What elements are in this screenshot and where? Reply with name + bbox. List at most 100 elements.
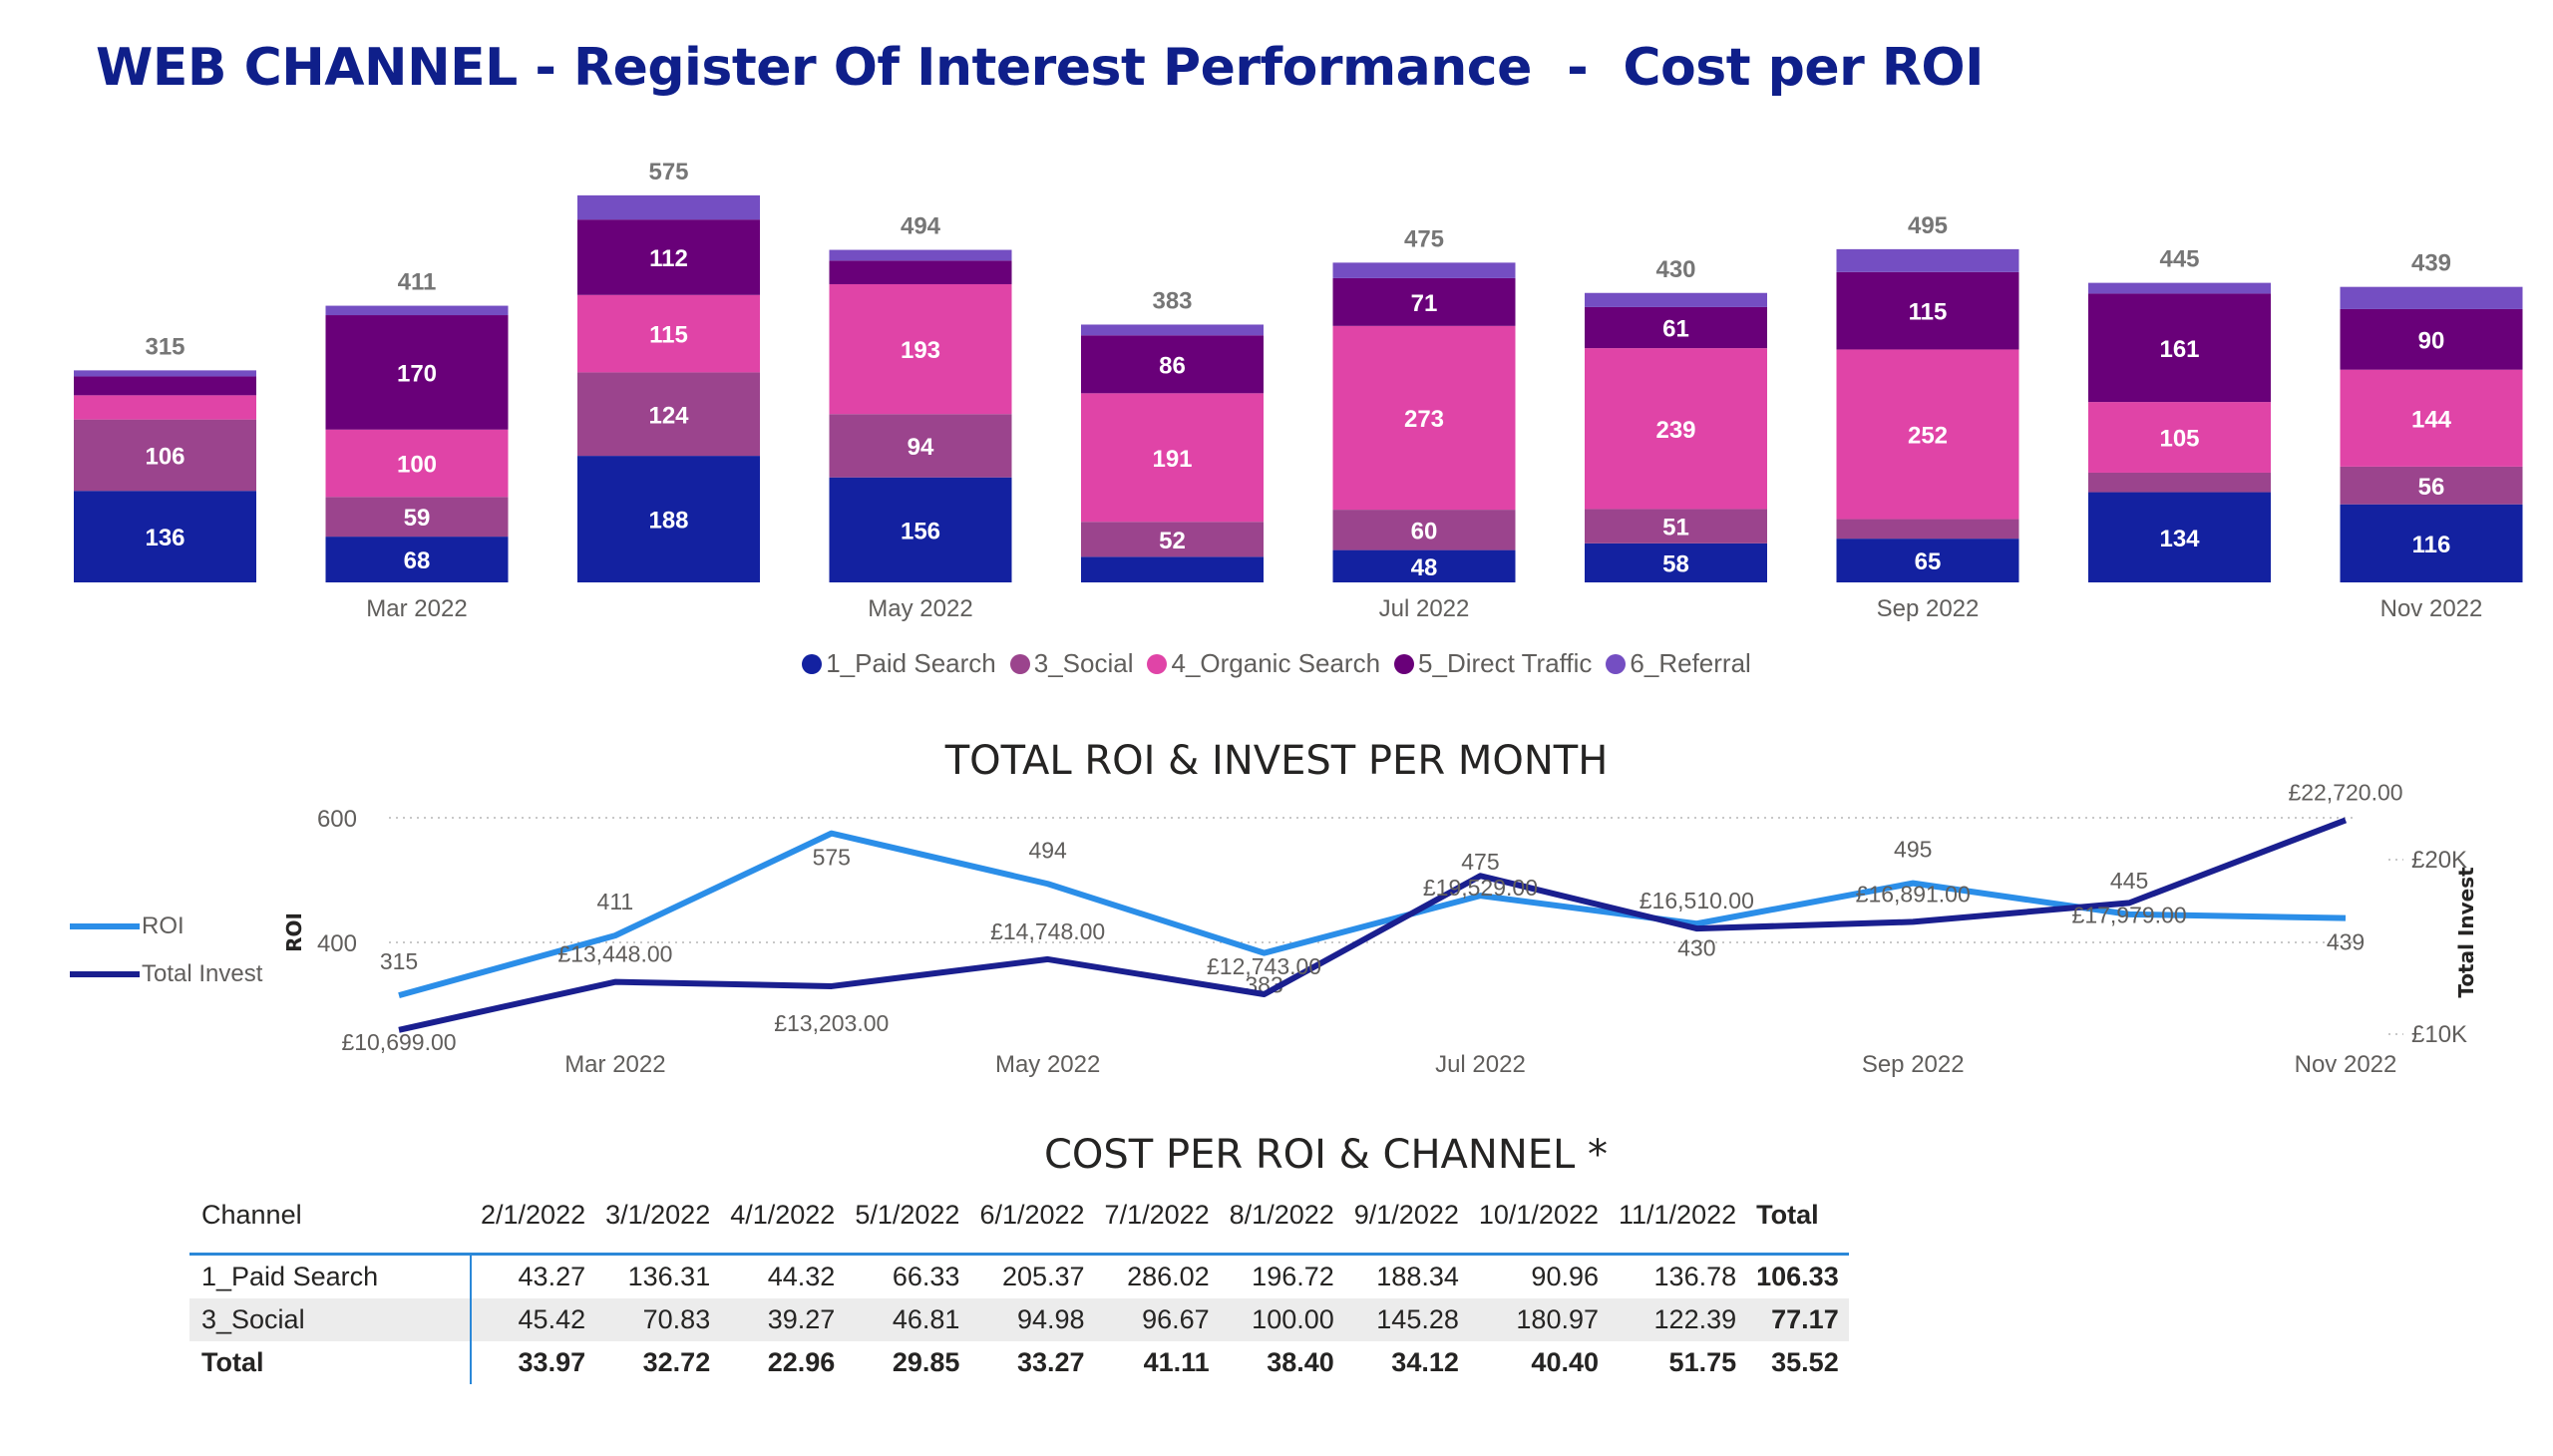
segment-label: 170 [397,360,437,387]
value-cell: 34.12 [1391,1347,1459,1377]
bar-segment[interactable] [1836,248,2019,272]
bar-segment[interactable] [1332,262,1516,278]
bar-segment[interactable] [829,477,1012,582]
bar-segment[interactable] [1081,393,1264,523]
bar-segment[interactable] [2340,286,2523,309]
x-tick-label: Mar 2022 [564,1051,665,1078]
bar-group: 134 105 161 445 [2088,246,2271,582]
bar-segment[interactable] [1585,543,1767,582]
bar-segment[interactable] [2340,308,2523,370]
bar-segment[interactable] [2088,492,2271,582]
bar-segment[interactable] [2088,472,2271,493]
bar-segment[interactable] [1081,556,1264,582]
bar-chart-legend: 1_Paid Search 3_Social 4_Organic Search 5_D… [0,648,2553,679]
column-header[interactable]: Total [1756,1200,1819,1230]
legend-item[interactable]: 4_Organic Search [1147,648,1380,679]
bar-segment[interactable] [74,395,256,420]
bar-segment[interactable] [1585,509,1767,544]
legend-label: 3_Social [1033,648,1134,678]
bar-segment[interactable] [577,372,760,457]
bar-segment[interactable] [2088,293,2271,403]
bar-segment[interactable] [1332,549,1516,582]
column-header[interactable]: 6/1/2022 [979,1200,1085,1230]
bar-total-label: 494 [901,213,941,240]
column-header[interactable]: 4/1/2022 [730,1200,836,1230]
segment-label: 100 [397,452,437,479]
invest-data-label: £10,699.00 [341,1029,456,1055]
value-cell: 106.33 [1756,1262,1839,1291]
bar-segment[interactable] [2340,504,2523,582]
bar-segment[interactable] [1332,510,1516,550]
bar-segment[interactable] [325,315,509,430]
x-tick-label: Sep 2022 [1877,595,1980,622]
column-header[interactable]: 5/1/2022 [855,1200,960,1230]
value-cell: 38.40 [1267,1347,1334,1377]
segment-label: 65 [1915,548,1942,575]
bar-segment[interactable] [829,260,1012,284]
bar-segment[interactable] [74,376,256,396]
column-header[interactable]: 10/1/2022 [1478,1200,1599,1230]
bar-segment[interactable] [74,370,256,377]
bar-segment[interactable] [1585,306,1767,349]
bar-segment[interactable] [1836,519,2019,540]
value-cell: 188.34 [1376,1262,1459,1291]
bar-segment[interactable] [325,429,509,498]
legend-item[interactable]: 5_Direct Traffic [1394,648,1592,679]
bar-group: 52 191 86 383 [1081,287,1264,582]
value-cell: 96.67 [1094,1298,1220,1341]
bar-segment[interactable] [2340,369,2523,467]
bar-segment[interactable] [325,305,509,316]
column-header[interactable]: 8/1/2022 [1229,1200,1334,1230]
table-row: 1_Paid Search 43.27 136.31 44.32 66.33 205.37… [189,1254,1849,1298]
bar-group: 65 252 115 495 [1836,212,2019,582]
bar-segment[interactable] [1081,335,1264,394]
column-header[interactable]: 7/1/2022 [1104,1200,1210,1230]
bar-segment[interactable] [325,497,509,538]
column-header[interactable]: 3/1/2022 [605,1200,711,1230]
bar-segment[interactable] [829,414,1012,478]
bar-segment[interactable] [325,537,509,582]
bar-segment[interactable] [577,194,760,220]
legend-item[interactable]: 3_Social [1009,648,1134,679]
x-tick-label: May 2022 [868,595,972,622]
bar-segment[interactable] [74,419,256,492]
column-header-channel[interactable]: Channel [201,1200,302,1230]
y2-tick-label: £10K [2411,1021,2467,1048]
bar-segment[interactable] [577,219,760,295]
bar-segment[interactable] [1081,522,1264,557]
column-header[interactable]: 9/1/2022 [1353,1200,1459,1230]
bar-segment[interactable] [2340,466,2523,505]
bar-segment[interactable] [1585,292,1767,307]
legend-item[interactable]: 6_Referral [1606,648,1751,679]
segment-label: 193 [901,337,940,364]
line-chart-title: TOTAL ROI & INVEST PER MONTH [944,738,1609,784]
bar-segment[interactable] [1836,349,2019,520]
column-header[interactable]: 2/1/2022 [481,1200,586,1230]
legend-item-roi[interactable]: ROI [70,903,262,950]
value-cell: 136.31 [627,1262,711,1291]
bar-segment[interactable] [577,456,760,582]
value-cell: 145.28 [1343,1298,1469,1341]
bar-segment[interactable] [1332,277,1516,326]
bar-total-label: 575 [648,159,688,185]
bar-segment[interactable] [2088,402,2271,473]
bar-segment[interactable] [74,491,256,582]
bar-segment[interactable] [829,249,1012,261]
roi-invest-line-chart: 600 400 £20K £10K ROI Total Invest Mar 2022 May… [282,779,2478,1078]
value-cell: 33.97 [518,1347,586,1377]
bar-total-label: 475 [1404,225,1444,252]
bar-segment[interactable] [1585,348,1767,510]
bar-segment[interactable] [1081,324,1264,336]
bar-segment[interactable] [1836,539,2019,582]
legend-item-total-invest[interactable]: Total Invest [70,950,262,998]
legend-item[interactable]: 1_Paid Search [802,648,996,679]
bar-segment[interactable] [2088,282,2271,294]
roi-data-label: 494 [1028,837,1067,863]
bar-segment[interactable] [1332,325,1516,511]
invest-data-label: £13,448.00 [557,941,672,967]
bar-segment[interactable] [577,294,760,373]
bar-segment[interactable] [1836,271,2019,350]
bar-segment[interactable] [829,283,1012,415]
segment-label: 59 [404,505,431,532]
column-header[interactable]: 11/1/2022 [1619,1200,1737,1230]
